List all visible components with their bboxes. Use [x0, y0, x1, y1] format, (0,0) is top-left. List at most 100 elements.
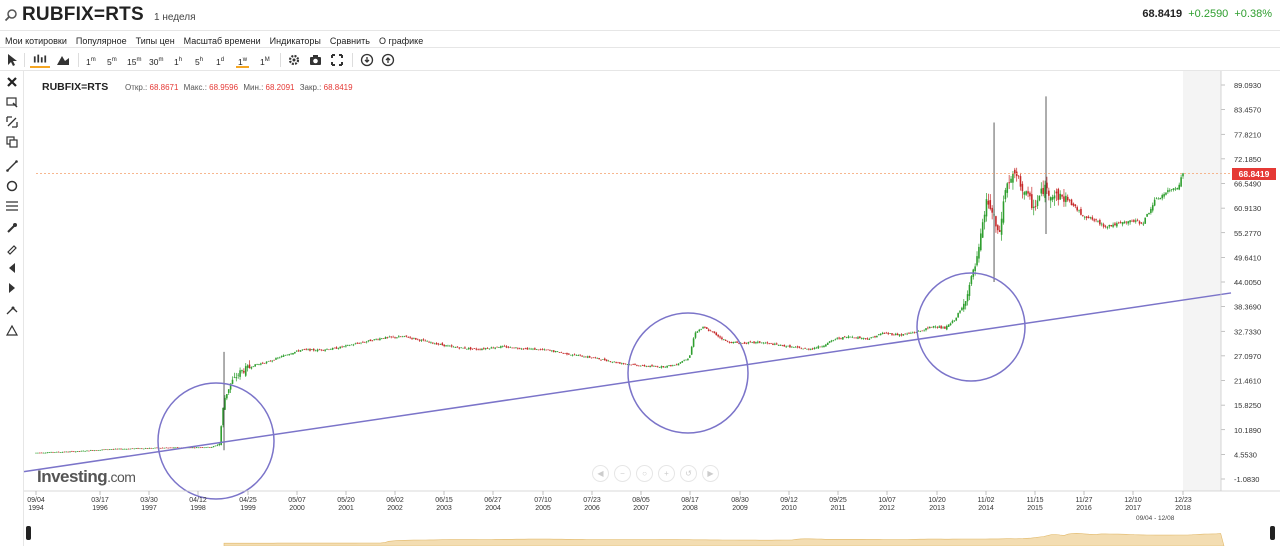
ellipse-icon[interactable] — [5, 179, 19, 193]
candlestick-chart-icon[interactable] — [30, 52, 50, 68]
candle — [265, 361, 268, 364]
gear-icon[interactable] — [288, 52, 300, 68]
menu-item-indicators[interactable]: Индикаторы — [269, 36, 321, 46]
candle — [199, 447, 202, 449]
timeframe-1h[interactable]: 1h — [174, 56, 183, 67]
candle — [207, 446, 209, 448]
x-tick-date: 09/25 — [829, 497, 847, 504]
menu-item-compare[interactable]: Сравнить — [329, 36, 370, 46]
candle — [150, 448, 153, 449]
crosshair-icon[interactable] — [5, 95, 19, 109]
arrow-right-tool-icon[interactable] — [5, 281, 19, 295]
candle — [1136, 219, 1139, 221]
area-chart-icon[interactable] — [56, 52, 70, 68]
candle — [1133, 220, 1135, 222]
measure-icon[interactable] — [5, 323, 19, 337]
cloud-download-icon[interactable] — [360, 52, 374, 68]
time-scrollbar[interactable] — [24, 522, 1280, 546]
y-tick-label: -1.0830 — [1234, 475, 1259, 484]
candle — [42, 452, 45, 454]
scroll-left-button[interactable]: ◀ — [592, 465, 609, 482]
candle — [596, 357, 599, 359]
zoom-out-button[interactable]: − — [614, 465, 631, 482]
text-tool-icon[interactable] — [5, 241, 19, 255]
arrow-left-tool-icon[interactable] — [5, 261, 19, 275]
candle — [689, 355, 691, 358]
candle — [48, 452, 51, 453]
candle — [639, 365, 642, 367]
zoom-in-button[interactable]: + — [658, 465, 675, 482]
candle — [808, 348, 810, 350]
menu-item-my-quotes[interactable]: Мои котировки — [5, 36, 67, 46]
y-tick-label: 89.0930 — [1234, 81, 1261, 90]
x-tick-year: 2016 — [1076, 505, 1092, 512]
timeframe-1M[interactable]: 1M — [260, 56, 270, 67]
y-tick-label: 4.5530 — [1234, 450, 1257, 459]
candle — [399, 336, 402, 338]
candle — [288, 354, 291, 356]
candle — [1021, 183, 1024, 192]
timeframe-5h[interactable]: 5h — [195, 56, 204, 67]
candle — [146, 448, 149, 449]
menu-item-timescale[interactable]: Масштаб времени — [183, 36, 261, 46]
cloud-upload-icon[interactable] — [381, 52, 395, 68]
candle — [1140, 222, 1143, 224]
search-icon[interactable] — [4, 8, 18, 22]
highlight-circle — [916, 272, 1026, 382]
candle — [874, 336, 876, 338]
candle — [554, 351, 557, 353]
brush-icon[interactable] — [5, 221, 19, 235]
zoom-reset-button[interactable]: ○ — [636, 465, 653, 482]
candle — [37, 452, 39, 454]
candle — [932, 326, 935, 328]
timeframe-5m[interactable]: 5m — [107, 56, 117, 67]
candle — [80, 450, 83, 452]
menu-item-popular[interactable]: Популярное — [75, 36, 127, 46]
timeframe-30m[interactable]: 30m — [149, 56, 164, 67]
y-tick-label: 21.4610 — [1234, 377, 1261, 386]
menu-item-about-chart[interactable]: О графике — [378, 36, 424, 46]
timeframe-1m[interactable]: 1m — [86, 56, 96, 67]
timeframe-1w[interactable]: 1w — [236, 52, 250, 68]
candle — [108, 449, 111, 451]
reset-button[interactable]: ↺ — [680, 465, 697, 482]
candle — [1019, 176, 1022, 187]
candle — [409, 337, 411, 338]
fibonacci-icon[interactable] — [5, 303, 19, 317]
candle — [743, 342, 746, 344]
scroll-handle-right[interactable] — [1270, 526, 1275, 540]
timeframe-1d[interactable]: 1d — [216, 56, 225, 67]
magnet-icon[interactable] — [5, 115, 19, 129]
trend-line-icon[interactable] — [5, 159, 19, 173]
horizontal-lines-icon[interactable] — [5, 199, 19, 213]
candle — [72, 451, 75, 452]
candle — [299, 350, 302, 352]
x-tick-date: 03/17 — [91, 497, 109, 504]
fullscreen-icon[interactable] — [331, 52, 343, 68]
candle — [968, 284, 971, 296]
candle — [127, 448, 130, 450]
cursor-icon[interactable] — [6, 52, 18, 68]
candle — [600, 359, 602, 361]
candle — [672, 365, 674, 366]
menu-item-price-types[interactable]: Типы цен — [135, 36, 175, 46]
candle — [619, 362, 621, 364]
candle — [579, 354, 582, 356]
scroll-handle-left[interactable] — [26, 526, 31, 540]
scroll-right-button[interactable]: ▶ — [702, 465, 719, 482]
candle — [481, 348, 483, 351]
copy-icon[interactable] — [5, 135, 19, 149]
candle — [605, 359, 608, 362]
close-icon[interactable] — [5, 75, 19, 89]
candle — [345, 345, 347, 347]
camera-icon[interactable] — [309, 52, 322, 68]
candle — [819, 346, 821, 348]
candle — [363, 342, 366, 343]
candle — [1129, 220, 1131, 223]
candle — [356, 342, 359, 344]
timeframe-15m[interactable]: 15m — [127, 56, 142, 67]
candle — [99, 449, 102, 451]
candle — [449, 345, 451, 347]
candle — [828, 341, 831, 343]
